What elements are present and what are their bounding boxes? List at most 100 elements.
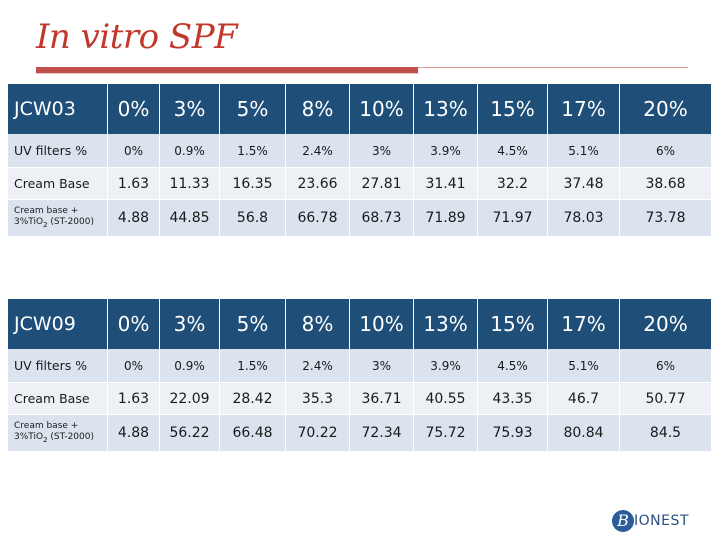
title-underline-shadow [36, 73, 418, 74]
table-cell: 4.5% [478, 349, 548, 383]
table-cell: 75.72 [414, 415, 478, 451]
table-cell: 2.4% [286, 134, 350, 168]
table-cell: 68.73 [350, 200, 414, 236]
spf-table-jcw03: JCW03 0% 3% 5% 8% 10% 13% 15% 17% 20% UV… [8, 84, 712, 236]
spf-table-jcw09: JCW09 0% 3% 5% 8% 10% 13% 15% 17% 20% UV… [8, 299, 712, 451]
table-header-row: JCW09 0% 3% 5% 8% 10% 13% 15% 17% 20% [8, 299, 712, 349]
table-cell: 36.71 [350, 383, 414, 415]
table-cell: 73.78 [620, 200, 712, 236]
table-row-uv-filters: UV filters % 0% 0.9% 1.5% 2.4% 3% 3.9% 4… [8, 134, 712, 168]
table-cell: 28.42 [220, 383, 286, 415]
table-cell: 0.9% [160, 349, 220, 383]
row-label: Cream Base [8, 168, 108, 200]
table-row-cream-tio2: Cream base +3%TiO2 (ST-2000) 4.88 44.85 … [8, 200, 712, 236]
table-header-cell: 8% [286, 84, 350, 134]
table-cell: 37.48 [548, 168, 620, 200]
table-cell: 1.5% [220, 349, 286, 383]
table-header-cell: 17% [548, 84, 620, 134]
table-header-cell: JCW03 [8, 84, 108, 134]
table-cell: 6% [620, 134, 712, 168]
table-header-cell: 15% [478, 299, 548, 349]
table-cell: 23.66 [286, 168, 350, 200]
table-cell: 71.97 [478, 200, 548, 236]
table-cell: 3% [350, 134, 414, 168]
table-cell: 35.3 [286, 383, 350, 415]
table-header-cell: 3% [160, 84, 220, 134]
row-label: Cream base +3%TiO2 (ST-2000) [8, 200, 108, 236]
table-header-row: JCW03 0% 3% 5% 8% 10% 13% 15% 17% 20% [8, 84, 712, 134]
title-rule-thin [418, 67, 688, 68]
row-label-line1: Cream base + [14, 421, 79, 432]
table-cell: 66.48 [220, 415, 286, 451]
table-row-cream-tio2: Cream base +3%TiO2 (ST-2000) 4.88 56.22 … [8, 415, 712, 451]
table-cell: 56.22 [160, 415, 220, 451]
table-cell: 80.84 [548, 415, 620, 451]
row-label-line1: Cream base + [14, 206, 79, 217]
table-cell: 3.9% [414, 349, 478, 383]
table-cell: 16.35 [220, 168, 286, 200]
table-header-cell: 17% [548, 299, 620, 349]
table-cell: 1.63 [108, 383, 160, 415]
table-cell: 44.85 [160, 200, 220, 236]
bionest-logo: B IONEST [612, 508, 716, 538]
table-cell: 38.68 [620, 168, 712, 200]
table-cell: 56.8 [220, 200, 286, 236]
table-cell: 31.41 [414, 168, 478, 200]
table-header-cell: 20% [620, 84, 712, 134]
table-header-cell: 15% [478, 84, 548, 134]
table-header-cell: 5% [220, 84, 286, 134]
row-label: UV filters % [8, 134, 108, 168]
table-cell: 0.9% [160, 134, 220, 168]
table-header-cell: 5% [220, 299, 286, 349]
table-row-uv-filters: UV filters % 0% 0.9% 1.5% 2.4% 3% 3.9% 4… [8, 349, 712, 383]
table-cell: 27.81 [350, 168, 414, 200]
table-cell: 4.88 [108, 415, 160, 451]
table-header-cell: 8% [286, 299, 350, 349]
table-header-cell: 13% [414, 84, 478, 134]
table-cell: 84.5 [620, 415, 712, 451]
table-cell: 6% [620, 349, 712, 383]
table-cell: 75.93 [478, 415, 548, 451]
table-header-cell: JCW09 [8, 299, 108, 349]
table-cell: 40.55 [414, 383, 478, 415]
title-underline [36, 67, 418, 73]
row-label-subscript: 2 [43, 436, 48, 445]
table-cell: 72.34 [350, 415, 414, 451]
table-cell: 78.03 [548, 200, 620, 236]
table-cell: 0% [108, 349, 160, 383]
table-cell: 1.63 [108, 168, 160, 200]
row-label-line2-suffix: (ST-2000) [47, 432, 94, 443]
table-cell: 5.1% [548, 349, 620, 383]
table-cell: 3% [350, 349, 414, 383]
row-label-subscript: 2 [43, 221, 48, 230]
row-label-line2: 3%TiO [14, 432, 44, 443]
table-cell: 4.88 [108, 200, 160, 236]
table-header-cell: 13% [414, 299, 478, 349]
table-cell: 71.89 [414, 200, 478, 236]
page-title: In vitro SPF [36, 17, 238, 57]
row-label: Cream Base [8, 383, 108, 415]
table-header-cell: 0% [108, 299, 160, 349]
table-cell: 0% [108, 134, 160, 168]
row-label: UV filters % [8, 349, 108, 383]
table-cell: 5.1% [548, 134, 620, 168]
table-header-cell: 0% [108, 84, 160, 134]
row-label-line2-suffix: (ST-2000) [47, 217, 94, 228]
table-header-cell: 10% [350, 84, 414, 134]
table-cell: 46.7 [548, 383, 620, 415]
table-cell: 22.09 [160, 383, 220, 415]
table-header-cell: 20% [620, 299, 712, 349]
table-row-cream-base: Cream Base 1.63 22.09 28.42 35.3 36.71 4… [8, 383, 712, 415]
table-cell: 3.9% [414, 134, 478, 168]
table-row-cream-base: Cream Base 1.63 11.33 16.35 23.66 27.81 … [8, 168, 712, 200]
logo-mark: B [612, 510, 634, 532]
table-cell: 66.78 [286, 200, 350, 236]
table-cell: 50.77 [620, 383, 712, 415]
row-label-line2: 3%TiO [14, 217, 44, 228]
table-cell: 2.4% [286, 349, 350, 383]
table-cell: 43.35 [478, 383, 548, 415]
table-header-cell: 10% [350, 299, 414, 349]
table-cell: 32.2 [478, 168, 548, 200]
table-cell: 1.5% [220, 134, 286, 168]
logo-text: IONEST [634, 513, 689, 529]
